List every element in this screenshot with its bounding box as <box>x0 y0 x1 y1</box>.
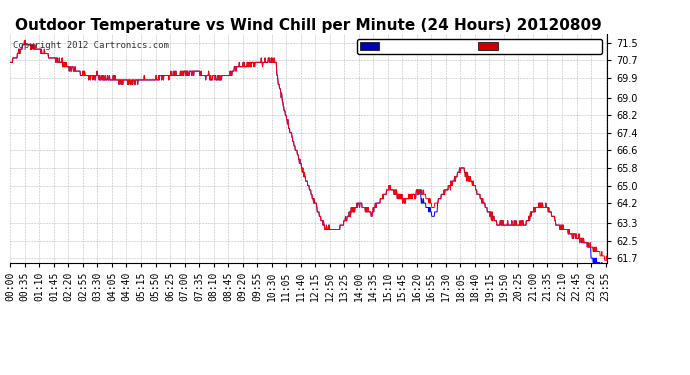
Legend: Wind Chill  (°F), Temperature  (°F): Wind Chill (°F), Temperature (°F) <box>357 39 602 54</box>
Title: Outdoor Temperature vs Wind Chill per Minute (24 Hours) 20120809: Outdoor Temperature vs Wind Chill per Mi… <box>15 18 602 33</box>
Text: Copyright 2012 Cartronics.com: Copyright 2012 Cartronics.com <box>13 40 169 50</box>
